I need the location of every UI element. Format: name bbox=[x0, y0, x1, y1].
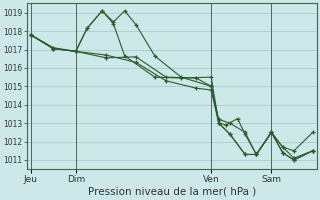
X-axis label: Pression niveau de la mer( hPa ): Pression niveau de la mer( hPa ) bbox=[88, 187, 256, 197]
